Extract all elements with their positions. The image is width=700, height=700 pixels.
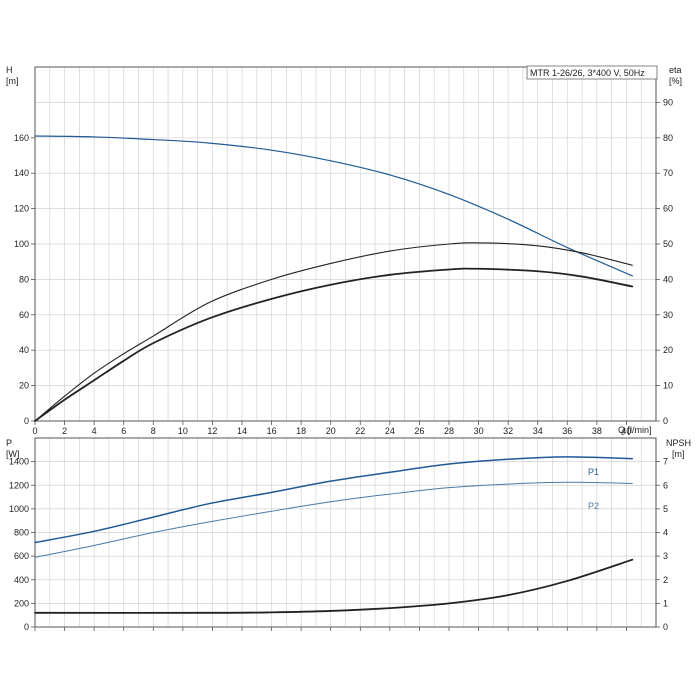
top-plot: 0204060801001201401600102030405060708090… bbox=[14, 66, 673, 436]
right-tick-label: 20 bbox=[663, 345, 673, 355]
x-tick-label: 8 bbox=[151, 426, 156, 436]
x-tick-label: 34 bbox=[533, 426, 543, 436]
x-tick-label: 30 bbox=[474, 426, 484, 436]
right-tick-label: 90 bbox=[663, 97, 673, 107]
left-tick-label: 120 bbox=[14, 204, 29, 214]
eta-axis-label: eta bbox=[669, 65, 682, 75]
npsh-axis-unit: [m] bbox=[672, 449, 685, 459]
p-axis-label: P bbox=[6, 438, 12, 448]
right-tick-label: 2 bbox=[663, 575, 668, 585]
x-tick-label: 38 bbox=[592, 426, 602, 436]
series-line-p2 bbox=[34, 481, 633, 558]
left-tick-label: 600 bbox=[14, 551, 29, 561]
bottom-plot: 0 200 400 600 800 1000 1200 1400 0 1 2 3 4 5 6 7 bbox=[9, 437, 668, 632]
x-tick-label: 22 bbox=[355, 426, 365, 436]
x-axis-label: Q [l/min] bbox=[618, 425, 652, 435]
left-tick-label: 20 bbox=[19, 381, 29, 391]
series-line-top-0 bbox=[34, 135, 633, 277]
series-line-bottom-2 bbox=[34, 558, 634, 614]
h-axis-unit: [m] bbox=[6, 76, 19, 86]
x-tick-label: 26 bbox=[414, 426, 424, 436]
left-tick-label: 1400 bbox=[9, 457, 29, 467]
x-tick-label: 36 bbox=[562, 426, 572, 436]
left-tick-label: 0 bbox=[24, 622, 29, 632]
right-tick-label: 0 bbox=[663, 622, 668, 632]
x-tick-label: 20 bbox=[326, 426, 336, 436]
right-tick-label: 1 bbox=[663, 598, 668, 608]
x-tick-label: 0 bbox=[32, 426, 37, 436]
right-tick-label: 60 bbox=[663, 204, 673, 214]
x-tick-label: 10 bbox=[178, 426, 188, 436]
h-axis-label: H bbox=[6, 65, 13, 75]
left-tick-label: 800 bbox=[14, 528, 29, 538]
left-tick-label: 40 bbox=[19, 345, 29, 355]
left-tick-label: 1000 bbox=[9, 504, 29, 514]
right-tick-label: 7 bbox=[663, 457, 668, 467]
right-tick-label: 50 bbox=[663, 239, 673, 249]
x-tick-label: 28 bbox=[444, 426, 454, 436]
left-tick-label: 160 bbox=[14, 133, 29, 143]
right-tick-label: 10 bbox=[663, 381, 673, 391]
x-tick-label: 18 bbox=[296, 426, 306, 436]
right-tick-label: 80 bbox=[663, 133, 673, 143]
title-box: MTR 1-26/26, 3*400 V, 50Hz bbox=[526, 65, 658, 80]
right-tick-label: 0 bbox=[663, 416, 668, 426]
series-line-p1 bbox=[34, 456, 634, 544]
left-tick-label: 80 bbox=[19, 274, 29, 284]
npsh-axis-label: NPSH bbox=[666, 438, 691, 448]
x-tick-label: 40 bbox=[621, 426, 631, 436]
right-tick-label: 30 bbox=[663, 310, 673, 320]
right-tick-label: 5 bbox=[663, 504, 668, 514]
right-tick-label: 6 bbox=[663, 480, 668, 490]
eta-axis-unit: [%] bbox=[669, 76, 682, 86]
right-tick-label: 40 bbox=[663, 274, 673, 284]
right-tick-label: 3 bbox=[663, 551, 668, 561]
left-tick-label: 200 bbox=[14, 598, 29, 608]
x-tick-label: 24 bbox=[385, 426, 395, 436]
legend-p1: P1 bbox=[588, 467, 599, 477]
p-axis-unit: [W] bbox=[6, 449, 20, 459]
left-tick-label: 60 bbox=[19, 310, 29, 320]
right-tick-label: 4 bbox=[663, 528, 668, 538]
left-tick-label: 100 bbox=[14, 239, 29, 249]
series-line-top-1 bbox=[34, 242, 633, 422]
chart-title: MTR 1-26/26, 3*400 V, 50Hz bbox=[530, 68, 645, 78]
x-tick-label: 6 bbox=[121, 426, 126, 436]
legend-p2: P2 bbox=[588, 501, 599, 511]
left-tick-label: 400 bbox=[14, 575, 29, 585]
x-tick-label: 2 bbox=[62, 426, 67, 436]
left-tick-label: 0 bbox=[24, 416, 29, 426]
x-tick-label: 16 bbox=[267, 426, 277, 436]
x-tick-label: 4 bbox=[92, 426, 97, 436]
x-tick-label: 32 bbox=[503, 426, 513, 436]
x-tick-label: 12 bbox=[207, 426, 217, 436]
x-tick-label: 14 bbox=[237, 426, 247, 436]
left-tick-label: 1200 bbox=[9, 480, 29, 490]
right-tick-label: 70 bbox=[663, 168, 673, 178]
series-line-top-2 bbox=[34, 267, 634, 422]
left-tick-label: 140 bbox=[14, 168, 29, 178]
